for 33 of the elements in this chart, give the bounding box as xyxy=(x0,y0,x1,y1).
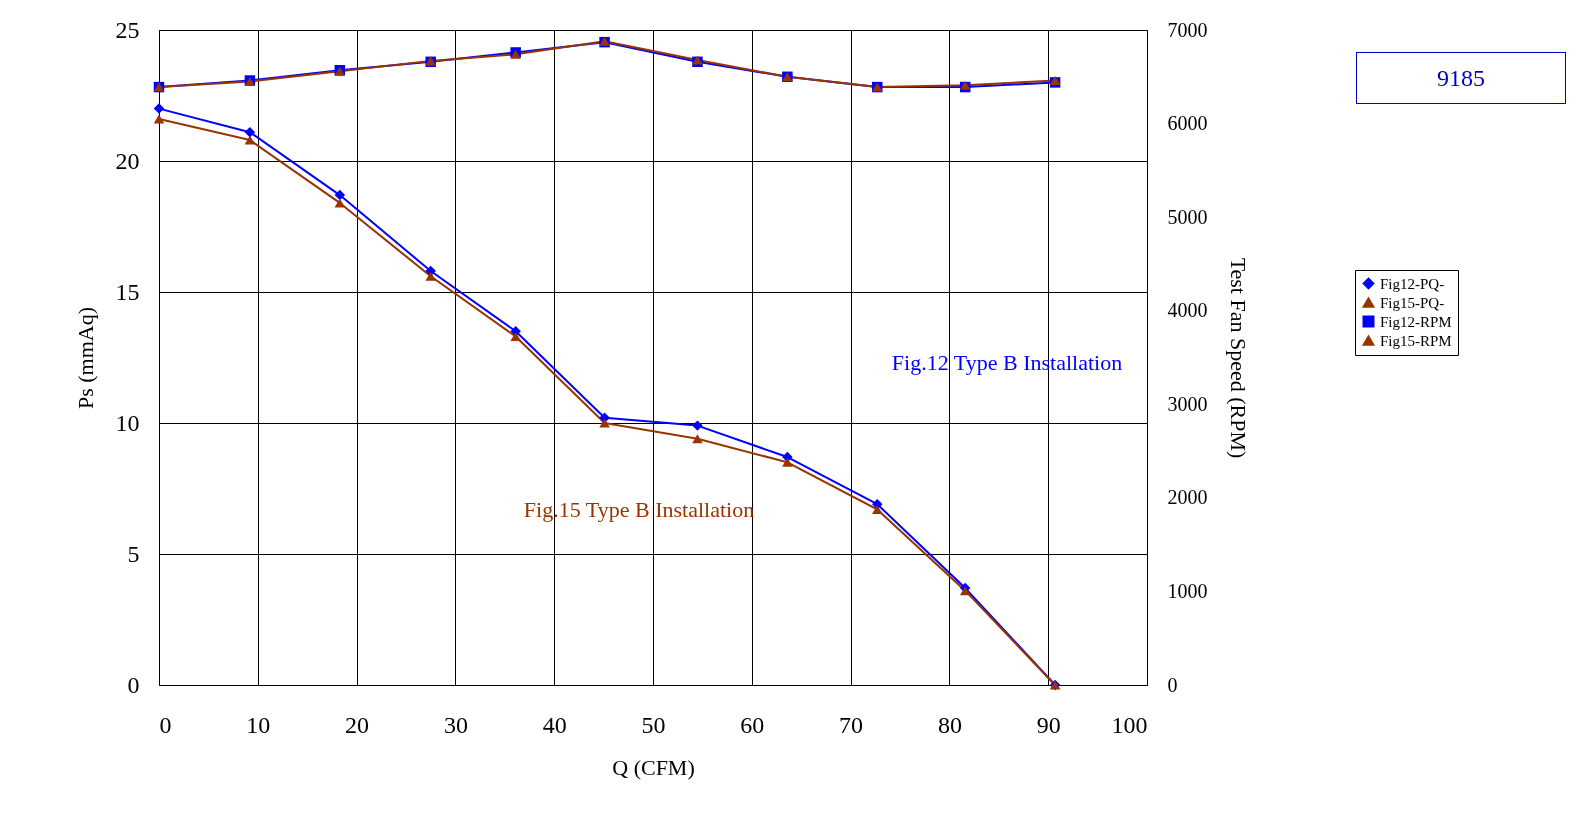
y2-tick-label: 1000 xyxy=(1167,579,1208,602)
y-tick-label: 15 xyxy=(115,278,140,305)
legend-label: Fig15-PQ- xyxy=(1380,294,1445,311)
y-tick-label: 5 xyxy=(127,540,140,567)
x-tick-label: 30 xyxy=(443,711,468,738)
y-tick-label: 20 xyxy=(115,147,140,174)
y2-tick-label: 7000 xyxy=(1167,18,1208,41)
y2-tick-label: 4000 xyxy=(1167,299,1208,322)
y2-tick-label: 6000 xyxy=(1167,112,1208,135)
text: 9185 xyxy=(1356,52,1566,104)
legend-label: Fig12-RPM xyxy=(1380,313,1452,330)
x-tick-label: 100 xyxy=(1111,711,1148,738)
y-axis-title: Ps (mmAq) xyxy=(72,306,98,410)
legend-label: Fig15-RPM xyxy=(1380,332,1452,349)
y-tick-label: 10 xyxy=(115,409,140,436)
y2-tick-label: 5000 xyxy=(1167,205,1208,228)
x-tick-label: 70 xyxy=(839,711,864,738)
y2-tick-label: 3000 xyxy=(1167,392,1208,415)
y2-tick-label: 0 xyxy=(1167,673,1178,696)
x-tick-label: 50 xyxy=(641,711,666,738)
x-tick-label: 90 xyxy=(1036,711,1061,738)
x-tick-label: 0 xyxy=(159,711,172,738)
legend-label: Fig12-PQ- xyxy=(1380,275,1445,292)
x-axis-title: Q (CFM) xyxy=(612,754,695,780)
x-tick-label: 80 xyxy=(937,711,962,738)
y2-tick-label: 2000 xyxy=(1167,486,1208,509)
x-tick-label: 10 xyxy=(246,711,271,738)
x-tick-label: 20 xyxy=(345,711,370,738)
y2-axis-title: Test Fan Speed (RPM) xyxy=(1225,257,1251,459)
x-tick-label: 40 xyxy=(542,711,567,738)
y-tick-label: 25 xyxy=(115,16,140,43)
y-tick-label: 0 xyxy=(127,671,140,698)
x-tick-label: 60 xyxy=(740,711,765,738)
